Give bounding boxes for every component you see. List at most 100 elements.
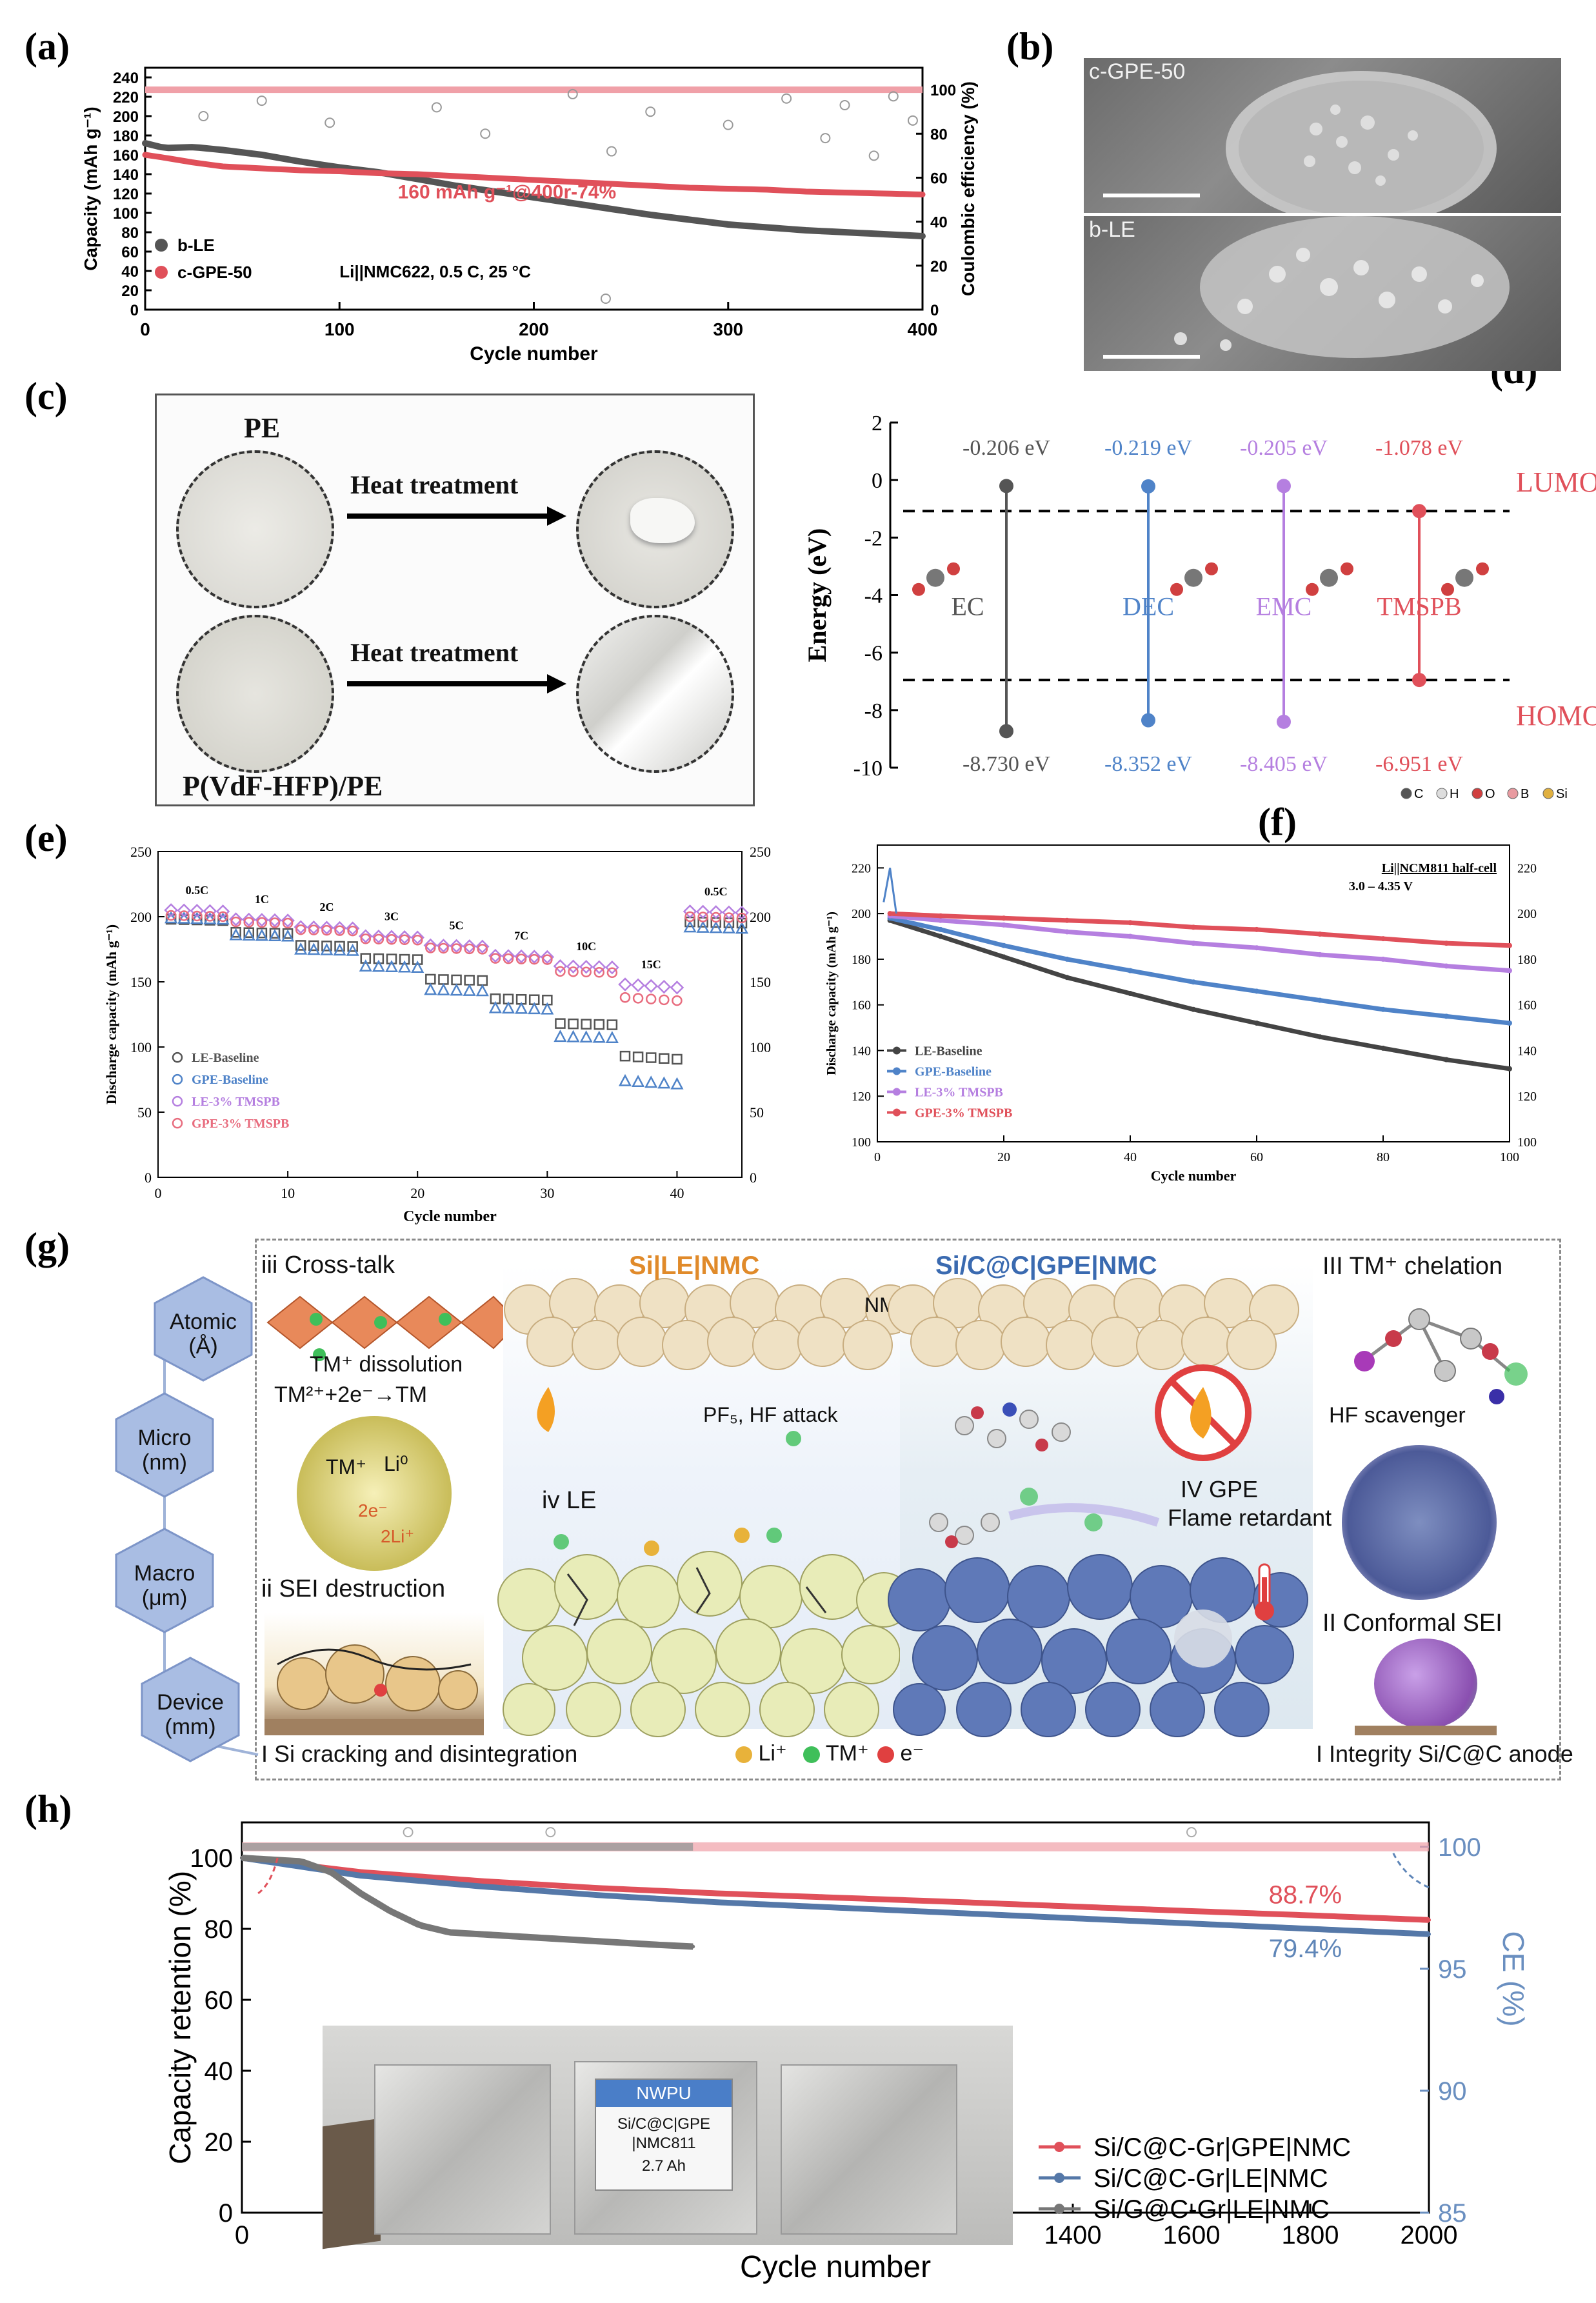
data-point-e-3 [256,917,268,928]
x-tick-label-h: 1400 [1044,2221,1102,2249]
y2-tick-label-f: 100 [1517,1135,1537,1150]
data-point-h-0 [952,1900,956,1904]
data-point-e-1 [190,912,204,924]
data-point-e-3 [399,934,410,946]
data-point-e-0 [230,926,241,938]
data-point-h-2 [388,1909,392,1913]
scale-atomic: Atomic (Å) [170,1310,237,1359]
data-point-e-3 [308,924,319,935]
data-point-e-0 [282,928,294,939]
x-tick-label-e: 10 [281,1185,295,1201]
tm-reaction-label: TM²⁺+2e⁻→TM [274,1382,428,1407]
data-point-e-1 [709,921,723,933]
y-tick-label-h: 80 [204,1915,234,1944]
data-point-e-2 [475,939,490,954]
sem-label-b-le: b-LE [1089,217,1135,242]
ce-point-b-le [600,293,611,304]
data-point-e-3 [568,966,579,977]
legend-text-a: c-GPE-50 [177,263,252,282]
rate-label-e: 0.5C [186,884,209,897]
data-point-a-1 [337,169,342,174]
right-cell-title: Si/C@C|GPE|NMC [935,1251,1157,1280]
data-point-e-1 [333,943,346,956]
data-point-h-2 [359,1891,363,1895]
data-point-a-0 [532,195,536,199]
legend-marker-h [1054,2173,1064,2183]
atom-legend-text: Si [1556,787,1568,801]
data-point-f-2 [938,917,943,923]
data-point-e-0 [451,974,462,986]
data-point-h-2 [448,1930,452,1935]
x-tick-label-e: 0 [155,1185,162,1201]
two-e-label: 2e⁻ [358,1500,388,1520]
data-point-e-3 [282,917,294,929]
legend-text-e: GPE-3% TMSPB [192,1117,289,1131]
data-point-e-3 [477,944,488,955]
cell-brand: NWPU [596,2080,732,2107]
cell-label-sticker: NWPU Si/C@C|GPE |NMC811 2.7 Ah [595,2079,733,2191]
gpe-label: IV GPE [1181,1476,1259,1502]
data-point-e-3 [321,924,332,936]
data-point-h-1 [299,1864,303,1869]
atom-legend-text: C [1414,787,1423,801]
x-axis-label-a: Cycle number [470,343,598,364]
legend-text-e: LE-Baseline [192,1051,259,1065]
data-point-f-3 [1128,920,1133,926]
series-line-f-3 [890,911,1510,948]
data-point-e-0 [256,927,268,939]
data-point-e-0 [334,941,345,952]
y-axis-label-d: Energy (eV) [803,528,832,663]
y-tick-label-a: 100 [113,205,139,223]
data-point-e-3 [723,912,735,923]
data-point-a-1 [299,168,303,172]
chart-d: 2 0 -2 -4 -6 -8 -10 Energy (eV) LUMO HOMO -0.206 e… [803,412,1596,801]
two-li-label: 2Li⁺ [381,1526,415,1546]
x-tick-label-a: 0 [140,319,150,339]
data-point-e-1 [411,961,424,973]
y2-tick-label-a: 20 [930,258,948,275]
data-point-e-2 [592,960,606,974]
data-point-a-0 [921,234,924,238]
panel-label-g: (g) [25,1225,70,1268]
data-point-f-1 [1001,942,1006,948]
legend-text-h: Si/G@C-Gr|LE|NMC [1093,2195,1330,2224]
data-point-e-2 [618,977,632,992]
data-point-e-2 [579,959,594,974]
pouch-cell-center: NWPU Si/C@C|GPE |NMC811 2.7 Ah [574,2061,757,2235]
data-point-a-1 [221,164,225,168]
data-point-h-1 [477,1884,481,1888]
data-point-e-2 [683,904,697,919]
ce-point-b-le [723,119,733,130]
data-point-f-0 [1001,954,1006,960]
data-point-h-2 [537,1935,541,1940]
legend-e-text: e⁻ [900,1741,924,1766]
integrity-anode-label: I Integrity Si/C@C anode [1316,1740,1573,1767]
data-point-e-0 [659,1053,670,1064]
homo-value-DEC: -8.352 eV [1104,752,1192,776]
data-point-e-0 [464,975,475,986]
data-point-e-2 [735,906,749,920]
legend-marker-f [893,1067,901,1075]
y2-tick-label-e: 200 [750,909,771,925]
data-point-e-0 [477,975,488,986]
data-point-e-3 [632,993,644,1004]
y2-tick-label-h: 100 [1438,1833,1481,1862]
data-point-e-3 [555,966,566,977]
legend-text-f: GPE-3% TMSPB [915,1106,1012,1120]
data-point-e-2 [722,905,736,920]
data-point-f-1 [1128,968,1133,973]
sem-image-c-gpe-50: c-GPE-50 [1084,58,1561,213]
data-point-h-0 [1190,1909,1193,1913]
y-tick-label-a: 140 [113,166,139,184]
ce-outlier-h [1186,1827,1197,1838]
data-point-e-1 [424,982,437,995]
data-point-e-0 [568,1018,579,1030]
x-tick-label-e: 20 [410,1185,424,1201]
data-point-e-2 [709,905,723,919]
legend-tm-text: TM⁺ [825,1741,869,1766]
y-tick-label-e: 200 [130,909,152,925]
arrow-right-icon [347,506,566,526]
molecule-atom-EC [947,562,960,575]
data-point-a-1 [493,176,497,180]
